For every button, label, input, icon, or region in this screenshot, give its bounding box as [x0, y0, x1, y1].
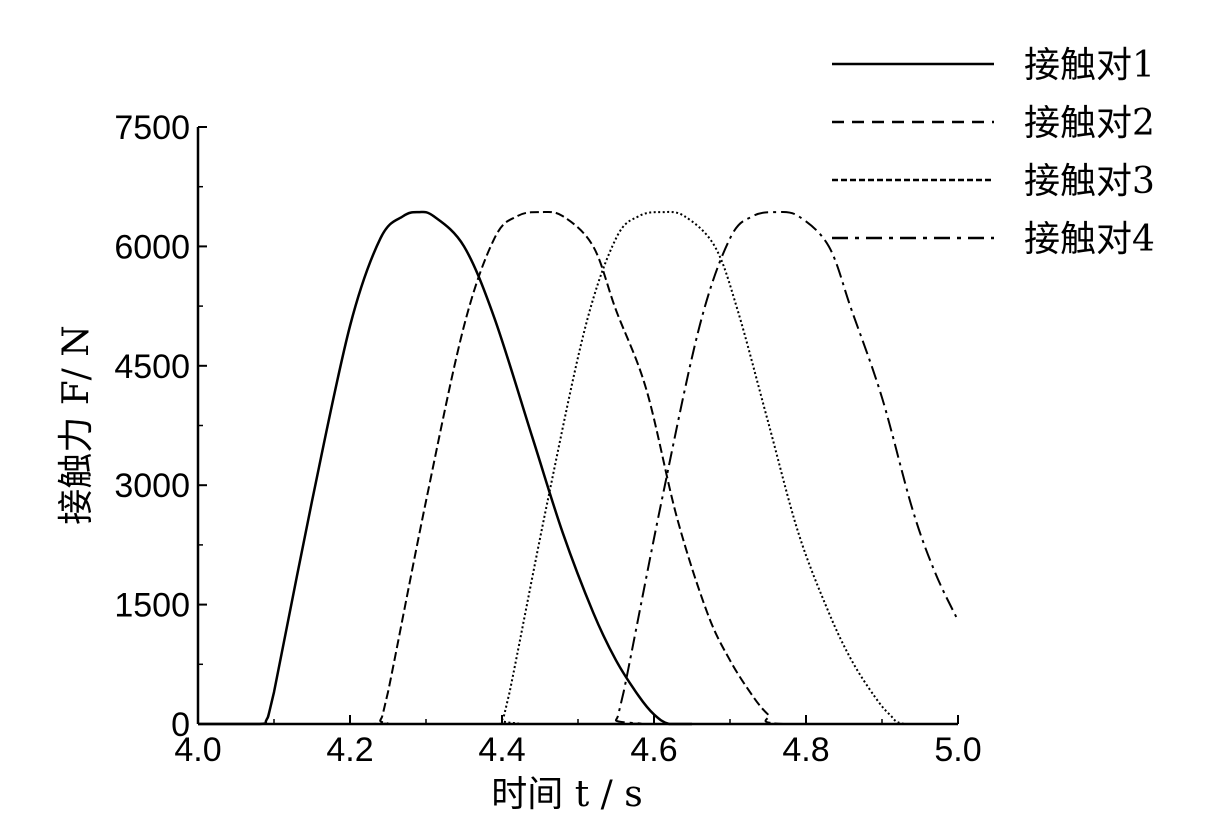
axes — [196, 127, 958, 726]
y-tick-label: 3000 — [114, 467, 190, 505]
y-tick-label: 0 — [171, 706, 190, 744]
y-tick-label: 7500 — [114, 109, 190, 147]
y-tick-label: 6000 — [114, 228, 190, 266]
legend-label-2: 接触对2 — [1024, 103, 1155, 144]
legend-label-4: 接触对4 — [1024, 219, 1155, 260]
x-axis-title: 时间 t / s — [491, 774, 642, 815]
series-lines — [197, 210, 959, 726]
x-tick-label: 4.6 — [630, 731, 677, 769]
legend-label-1: 接触对1 — [1024, 45, 1155, 86]
legend: 接触对1 接触对2 接触对3 接触对4 — [832, 45, 1155, 260]
x-ticks: 4.0 4.2 4.4 4.6 4.8 5.0 — [174, 715, 982, 769]
y-ticks: 0 1500 3000 4500 6000 7500 — [114, 109, 207, 744]
x-tick-label: 4.4 — [478, 731, 525, 769]
y-tick-label: 4500 — [114, 348, 190, 386]
series-line-3 — [197, 210, 958, 726]
y-axis-title: 接触力 F/ N — [56, 325, 97, 525]
series-line-2 — [197, 210, 958, 726]
x-tick-label: 4.0 — [174, 731, 221, 769]
series-line-4 — [197, 210, 959, 726]
x-tick-label: 4.8 — [782, 731, 829, 769]
x-tick-label: 4.2 — [326, 731, 373, 769]
series-line-1 — [197, 210, 692, 726]
legend-label-3: 接触对3 — [1024, 161, 1155, 202]
y-tick-label: 1500 — [114, 587, 190, 625]
x-tick-label: 5.0 — [934, 731, 981, 769]
